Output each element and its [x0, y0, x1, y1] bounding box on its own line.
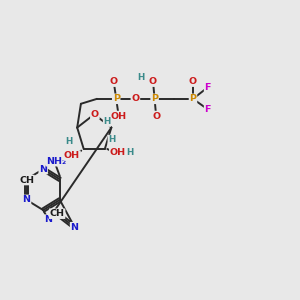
Text: H: H: [103, 118, 110, 127]
Text: O: O: [110, 77, 118, 86]
Text: F: F: [205, 105, 211, 114]
Text: H: H: [138, 73, 145, 82]
Text: O: O: [131, 94, 140, 103]
Text: O: O: [149, 77, 157, 86]
Text: OH: OH: [110, 148, 126, 157]
Text: P: P: [190, 94, 196, 103]
Text: CH: CH: [50, 209, 64, 218]
Text: F: F: [205, 83, 211, 92]
Text: O: O: [91, 110, 99, 119]
Text: O: O: [152, 112, 160, 121]
Text: N: N: [22, 195, 31, 204]
Text: N: N: [44, 215, 52, 224]
Text: H: H: [108, 135, 115, 144]
Text: P: P: [151, 94, 158, 103]
Text: OH: OH: [64, 151, 80, 160]
Text: H: H: [65, 137, 73, 146]
Text: P: P: [113, 94, 120, 103]
Text: OH: OH: [111, 112, 127, 121]
Text: O: O: [189, 77, 197, 86]
Text: N: N: [39, 165, 47, 174]
Text: CH: CH: [19, 176, 34, 184]
Text: NH₂: NH₂: [46, 157, 66, 166]
Text: H: H: [126, 148, 133, 158]
Text: N: N: [70, 223, 79, 232]
